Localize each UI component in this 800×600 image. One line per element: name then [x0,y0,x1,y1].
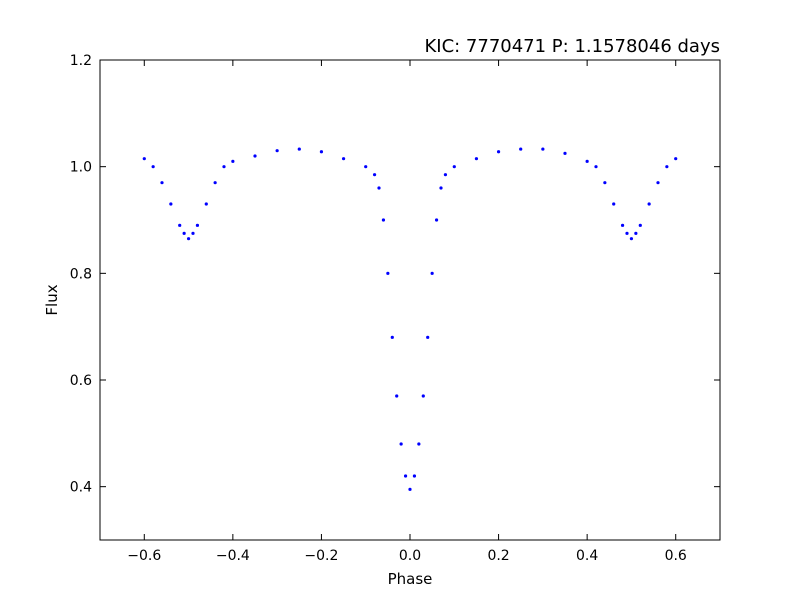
data-point [439,186,443,190]
data-point [594,165,598,169]
y-tick-label: 1.2 [70,53,92,69]
data-point [386,271,390,275]
data-point [195,223,200,227]
x-axis-label: Phase [388,570,433,588]
data-point [665,165,669,169]
data-point [634,231,638,235]
data-point [319,150,324,154]
chart-title: KIC: 7770471 P: 1.1578046 days [424,36,720,57]
data-point [496,150,501,154]
y-tick-label: 0.4 [70,480,92,496]
data-point [519,147,523,151]
data-point [421,394,425,398]
data-point [452,165,456,169]
x-tick-label: 0.6 [665,548,687,564]
data-point [142,157,146,161]
data-point [638,223,642,227]
data-point [191,231,195,235]
data-point [390,335,394,339]
data-point [647,202,651,206]
x-tick-label: −0.2 [304,548,338,564]
data-point [160,181,164,185]
data-point [395,394,399,398]
data-point [656,181,660,185]
data-point [253,154,257,158]
data-points [142,147,678,491]
data-point [629,237,634,241]
data-point [563,151,567,155]
data-point [426,335,430,339]
data-point [417,442,421,446]
x-axis-ticks: −0.6 −0.4 −0.2 0.0 0.2 0.4 0.6 [127,60,687,564]
data-point [169,202,173,206]
data-point [399,442,403,446]
data-point [541,147,545,151]
y-axis-label: Flux [43,284,61,315]
y-tick-label: 0.8 [70,266,92,282]
data-point [412,474,417,478]
data-point [204,202,208,206]
plot-frame [99,59,721,541]
data-point [403,474,408,478]
data-point [182,231,186,235]
y-tick-label: 1.0 [70,160,92,176]
data-point [297,147,301,151]
data-point [408,487,412,491]
data-point [434,218,439,222]
data-point [620,223,625,227]
data-point [381,218,386,222]
x-tick-label: −0.4 [216,548,250,564]
y-tick-label: 0.6 [70,373,92,389]
data-point [186,237,191,241]
data-point [674,157,678,161]
x-tick-label: 0.4 [576,548,598,564]
data-point [430,271,434,275]
x-tick-label: −0.6 [127,548,161,564]
data-point [222,165,226,169]
data-point [151,165,155,169]
data-point [377,186,381,190]
data-point [364,165,368,169]
data-point [275,149,279,153]
data-point [612,202,616,206]
data-point [213,181,217,185]
data-point [585,159,589,163]
data-point [178,223,182,227]
data-point [603,181,607,185]
data-point [443,173,448,177]
data-point [341,157,346,161]
data-point [625,231,629,235]
x-tick-label: 0.0 [399,548,421,564]
x-tick-label: 0.2 [487,548,509,564]
data-point [231,159,235,163]
data-point [372,173,377,177]
y-axis-ticks: 0.4 0.6 0.8 1.0 1.2 [70,53,720,496]
data-point [474,157,479,161]
